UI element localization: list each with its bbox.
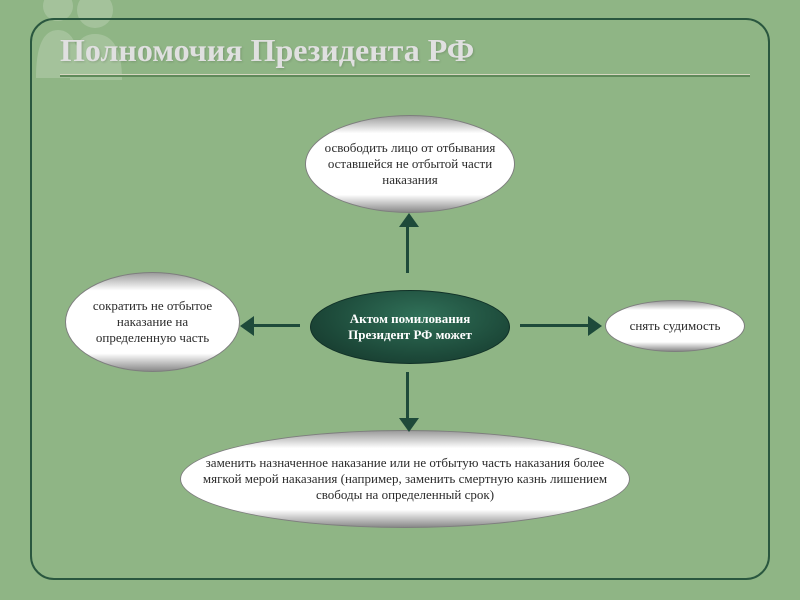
arrow-up-line [406,225,409,273]
node-bottom-text: заменить назначенное наказание или не от… [197,455,613,504]
arrow-down-line [406,372,409,420]
center-node-text: Актом помилования Президент РФ может [327,311,493,344]
title-underline [60,74,750,77]
node-top: освободить лицо от отбывания оставшейся … [305,115,515,213]
arrow-down-head [399,418,419,432]
center-node: Актом помилования Президент РФ может [310,290,510,364]
node-left-text: сократить не отбытое наказание на опреде… [82,298,223,347]
node-bottom: заменить назначенное наказание или не от… [180,430,630,528]
arrow-right-line [520,324,590,327]
arrow-right-head [588,316,602,336]
node-right-text: снять судимость [630,318,721,334]
node-left: сократить не отбытое наказание на опреде… [65,272,240,372]
arrow-left-head [240,316,254,336]
node-top-text: освободить лицо от отбывания оставшейся … [322,140,498,189]
arrow-up-head [399,213,419,227]
node-right: снять судимость [605,300,745,352]
page-title: Полномочия Президента РФ [60,32,474,69]
arrow-left-line [252,324,300,327]
